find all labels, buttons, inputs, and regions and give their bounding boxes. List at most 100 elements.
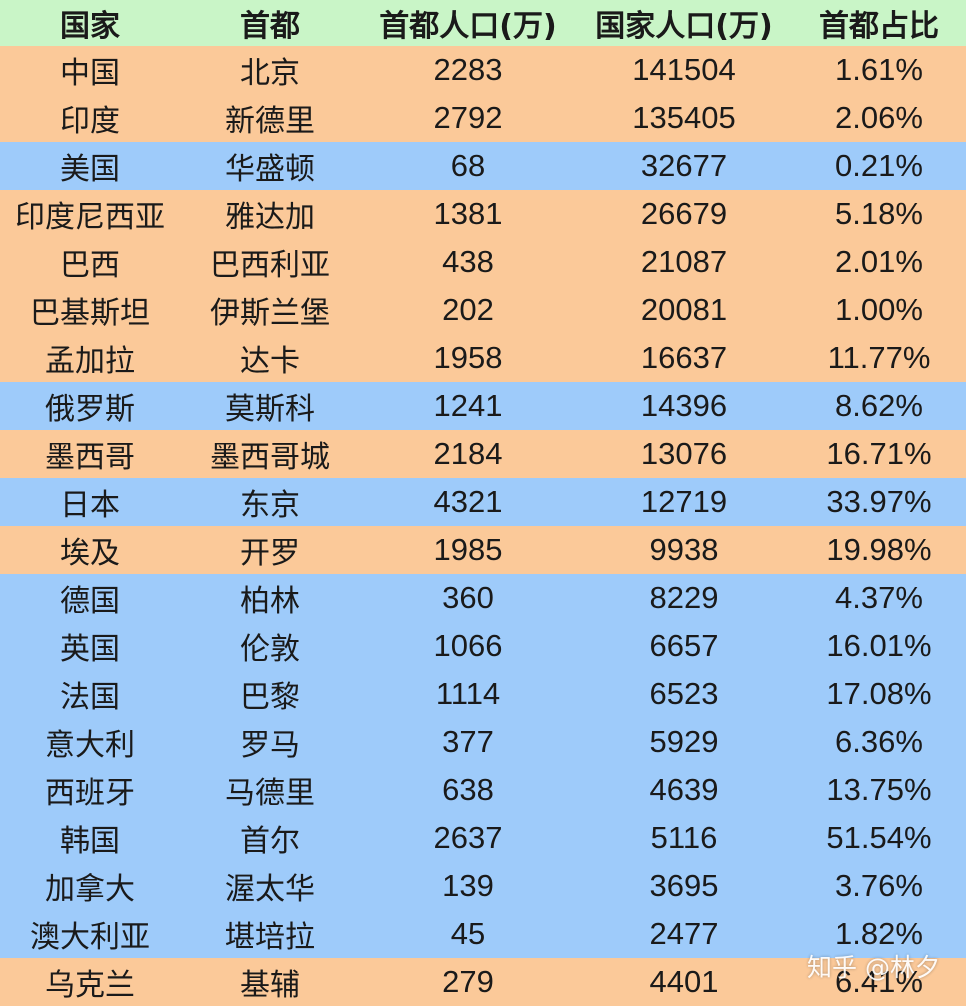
cell-capital-population: 377 [442, 724, 494, 759]
cell-capital-ratio: 4.37% [835, 580, 923, 615]
table-row: 印度尼西亚 雅达加 1381 26679 5.18% [0, 190, 966, 238]
cell-capital-population: 2637 [433, 820, 503, 855]
header-capital: 首都 [240, 9, 300, 44]
cell-country-population: 6523 [649, 676, 719, 711]
table-row: 西班牙 马德里 638 4639 13.75% [0, 766, 966, 814]
header-country-population: 国家人口(万) [595, 9, 773, 44]
cell-country: 俄罗斯 [45, 392, 135, 427]
header-country: 国家 [60, 9, 120, 44]
table-row: 中国 北京 2283 141504 1.61% [0, 46, 966, 94]
table-row: 加拿大 渥太华 139 3695 3.76% [0, 862, 966, 910]
cell-capital-population: 1066 [433, 628, 503, 663]
cell-country: 印度尼西亚 [15, 200, 165, 235]
table-row: 英国 伦敦 1066 6657 16.01% [0, 622, 966, 670]
table-row: 印度 新德里 2792 135405 2.06% [0, 94, 966, 142]
cell-country-population: 21087 [640, 244, 728, 279]
cell-country: 乌克兰 [45, 968, 135, 1003]
cell-country-population: 4639 [649, 772, 719, 807]
header-capital-population: 首都人口(万) [379, 9, 557, 44]
cell-capital-ratio: 19.98% [826, 532, 932, 567]
cell-capital: 北京 [240, 56, 300, 91]
cell-capital: 基辅 [240, 968, 300, 1003]
cell-capital: 雅达加 [225, 200, 315, 235]
cell-capital-population: 45 [450, 916, 486, 951]
table-row: 孟加拉 达卡 1958 16637 11.77% [0, 334, 966, 382]
cell-capital: 东京 [240, 488, 300, 523]
cell-country: 法国 [60, 680, 120, 715]
cell-country: 澳大利亚 [30, 920, 150, 955]
cell-capital-population: 1114 [435, 676, 501, 711]
cell-capital: 莫斯科 [225, 392, 315, 427]
cell-capital-ratio: 33.97% [826, 484, 932, 519]
cell-capital-ratio: 5.18% [835, 196, 923, 231]
cell-capital-population: 2283 [433, 52, 503, 87]
cell-country-population: 12719 [640, 484, 728, 519]
table-row: 意大利 罗马 377 5929 6.36% [0, 718, 966, 766]
cell-capital-population: 1985 [433, 532, 503, 567]
cell-capital-ratio: 0.21% [835, 148, 923, 183]
table-row: 德国 柏林 360 8229 4.37% [0, 574, 966, 622]
cell-capital-ratio: 1.61% [835, 52, 923, 87]
cell-country: 加拿大 [45, 872, 135, 907]
table-row: 韩国 首尔 2637 5116 51.54% [0, 814, 966, 862]
cell-capital-ratio: 1.00% [835, 292, 923, 327]
cell-country-population: 5929 [649, 724, 719, 759]
cell-country-population: 26679 [640, 196, 728, 231]
cell-country-population: 16637 [640, 340, 728, 375]
cell-capital-ratio: 17.08% [826, 676, 932, 711]
cell-country: 埃及 [60, 536, 120, 571]
table-row: 巴基斯坦 伊斯兰堡 202 20081 1.00% [0, 286, 966, 334]
cell-capital: 巴西利亚 [210, 248, 330, 283]
table-row: 墨西哥 墨西哥城 2184 13076 16.71% [0, 430, 966, 478]
cell-capital-population: 1241 [433, 388, 503, 423]
cell-country-population: 8229 [649, 580, 719, 615]
table-row: 日本 东京 4321 12719 33.97% [0, 478, 966, 526]
cell-capital-population: 1381 [433, 196, 503, 231]
cell-capital-population: 2184 [433, 436, 503, 471]
cell-capital: 华盛顿 [225, 152, 315, 187]
cell-country-population: 4401 [649, 964, 719, 999]
cell-capital-population: 438 [442, 244, 494, 279]
cell-capital: 堪培拉 [225, 920, 315, 955]
cell-capital: 开罗 [240, 536, 300, 571]
cell-capital-ratio: 8.62% [835, 388, 923, 423]
cell-capital-ratio: 16.71% [826, 436, 932, 471]
cell-country: 巴西 [60, 248, 120, 283]
table-row: 美国 华盛顿 68 32677 0.21% [0, 142, 966, 190]
cell-capital: 巴黎 [240, 680, 300, 715]
cell-country: 中国 [60, 56, 120, 91]
cell-capital-ratio: 2.06% [835, 100, 923, 135]
cell-capital-population: 2792 [433, 100, 503, 135]
cell-country-population: 2477 [649, 916, 719, 951]
cell-country-population: 32677 [640, 148, 728, 183]
cell-capital-population: 360 [442, 580, 494, 615]
cell-capital: 柏林 [240, 584, 300, 619]
cell-capital-ratio: 13.75% [826, 772, 932, 807]
cell-country-population: 5116 [650, 820, 718, 855]
cell-country-population: 14396 [640, 388, 728, 423]
cell-country-population: 20081 [640, 292, 728, 327]
cell-capital-ratio: 16.01% [826, 628, 932, 663]
cell-capital: 墨西哥城 [210, 440, 330, 475]
cell-capital-population: 139 [442, 868, 494, 903]
cell-capital: 马德里 [225, 776, 315, 811]
cell-capital: 达卡 [240, 344, 300, 379]
cell-country-population: 6657 [649, 628, 719, 663]
cell-capital-ratio: 11.77% [827, 340, 931, 375]
cell-country-population: 9938 [649, 532, 719, 567]
cell-capital-ratio: 6.36% [835, 724, 923, 759]
cell-capital-ratio: 3.76% [835, 868, 923, 903]
cell-capital-ratio: 1.82% [835, 916, 923, 951]
table-row: 埃及 开罗 1985 9938 19.98% [0, 526, 966, 574]
table-row: 澳大利亚 堪培拉 45 2477 1.82% [0, 910, 966, 958]
cell-country: 巴基斯坦 [30, 296, 150, 331]
cell-country: 印度 [60, 104, 120, 139]
cell-capital: 罗马 [240, 728, 300, 763]
header-capital-ratio: 首都占比 [819, 9, 939, 44]
cell-capital-population: 68 [450, 148, 486, 183]
cell-capital-population: 1958 [433, 340, 503, 375]
cell-capital-ratio: 2.01% [835, 244, 923, 279]
cell-capital-ratio: 6.41% [835, 964, 923, 999]
cell-country: 墨西哥 [45, 440, 135, 475]
